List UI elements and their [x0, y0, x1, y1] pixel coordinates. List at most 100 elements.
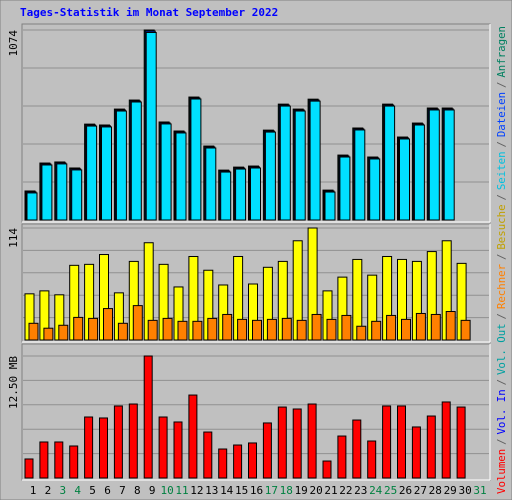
bar: [324, 191, 336, 221]
bar: [250, 167, 261, 221]
bar: [58, 324, 69, 341]
legend-separator: /: [495, 82, 508, 88]
bar: [277, 406, 287, 479]
bar: [103, 308, 113, 341]
bar: [252, 319, 262, 341]
bar: [145, 31, 157, 221]
bar: [162, 317, 173, 341]
x-tick-label: 26: [399, 484, 412, 497]
x-tick-label: 14: [220, 484, 234, 497]
bar: [371, 320, 382, 341]
bar: [84, 416, 94, 479]
bar: [397, 405, 406, 479]
bar: [115, 110, 127, 221]
legend-entry: Rechner: [495, 264, 508, 310]
bar: [71, 169, 83, 221]
legend-separator: /: [495, 254, 508, 260]
bar: [456, 406, 466, 479]
bar: [279, 105, 291, 221]
bar: [339, 156, 351, 221]
bar: [28, 322, 39, 341]
bar: [296, 319, 307, 341]
bar: [401, 318, 411, 341]
x-tick-label: 28: [429, 484, 442, 497]
y-tick-label: 12.50 MB: [7, 356, 20, 409]
x-tick-label: 15: [235, 484, 248, 497]
bar: [413, 124, 425, 221]
bar: [69, 445, 79, 479]
bar: [354, 129, 366, 221]
bar: [367, 440, 377, 479]
bar: [415, 312, 426, 341]
legend-separator: /: [495, 141, 508, 147]
x-tick-label: 5: [89, 484, 96, 497]
x-tick-label: 3: [59, 484, 66, 497]
bar: [266, 318, 277, 341]
bar: [173, 421, 183, 479]
bar: [341, 314, 352, 341]
bar: [382, 405, 392, 479]
bar: [222, 313, 233, 341]
y-tick-label: 1074: [7, 30, 20, 57]
x-tick-label: 17: [265, 484, 278, 497]
x-tick-label: 6: [104, 484, 111, 497]
bar: [369, 158, 381, 221]
x-tick-label: 21: [324, 484, 337, 497]
x-tick-label: 4: [74, 484, 81, 497]
bar: [384, 105, 396, 221]
legend-entry: Seiten: [495, 151, 508, 190]
x-tick-label: 31: [473, 484, 486, 497]
x-tick-label: 24: [369, 484, 383, 497]
y-tick-label: 114: [7, 228, 20, 248]
x-tick-label: 10: [160, 484, 173, 497]
bar: [220, 171, 232, 221]
bar: [190, 98, 202, 221]
bar: [460, 319, 471, 341]
x-tick-label: 7: [119, 484, 126, 497]
bar: [430, 313, 441, 341]
bar: [56, 163, 68, 221]
legend-entry: Besuche: [495, 204, 508, 249]
bar: [205, 147, 217, 221]
x-tick-label: 23: [354, 484, 367, 497]
bar: [237, 318, 248, 341]
bar: [235, 168, 247, 221]
bar: [101, 126, 112, 221]
x-tick-label: 20: [309, 484, 322, 497]
legend-entry: Volumen: [495, 449, 508, 494]
x-tick-label: 22: [339, 484, 352, 497]
bar: [281, 317, 292, 341]
bar: [426, 415, 436, 479]
legend-separator: /: [495, 194, 508, 200]
legend-entry: Anfragen: [495, 26, 508, 78]
bar: [207, 317, 218, 341]
bar: [326, 318, 337, 341]
bar: [113, 405, 123, 479]
bar: [445, 311, 456, 341]
x-tick-label: 11: [175, 484, 188, 497]
bar: [54, 441, 64, 479]
x-tick-label: 29: [444, 484, 457, 497]
bar: [218, 448, 228, 479]
bar: [322, 460, 332, 479]
bar: [192, 320, 203, 341]
bar: [441, 401, 451, 479]
bar: [73, 316, 84, 341]
legend-entry: Vol. Out: [495, 323, 508, 375]
x-tick-label: 9: [149, 484, 156, 497]
bar: [233, 444, 243, 479]
bar: [356, 325, 367, 341]
x-tick-label: 19: [295, 484, 308, 497]
bar: [428, 109, 440, 221]
x-tick-label: 1: [30, 484, 37, 497]
bar: [294, 110, 306, 221]
bar: [24, 458, 34, 479]
bar: [158, 416, 168, 479]
bar: [143, 355, 153, 479]
legend: Volumen / Vol. In / Vol. Out / Rechner / Besuche…: [495, 26, 508, 494]
bar: [203, 431, 213, 479]
bar: [160, 123, 172, 221]
legend-entry: Dateien: [495, 92, 508, 137]
x-tick-label: 25: [384, 484, 397, 497]
